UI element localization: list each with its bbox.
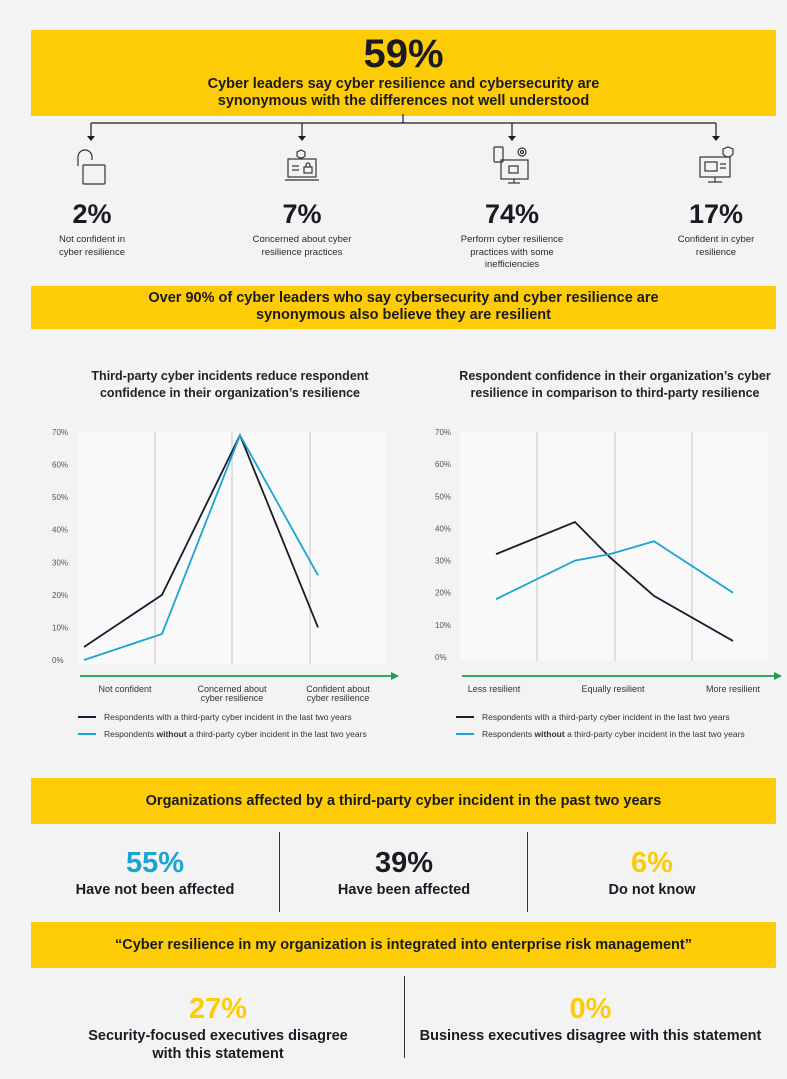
synonymous-banner: Over 90% of cyber leaders who say cybers… bbox=[31, 286, 776, 329]
headline-text: Cyber leaders say cyber resilience and c… bbox=[207, 76, 600, 109]
chart-2-legend-without: Respondents without a third-party cyber … bbox=[456, 729, 745, 739]
plot-area bbox=[460, 432, 768, 661]
legend-label-prefix: Respondents bbox=[482, 729, 533, 739]
chart-1-legend-without: Respondents without a third-party cyber … bbox=[78, 729, 367, 739]
legend-label-suffix: a third-party cyber incident in the last… bbox=[189, 729, 367, 739]
series-line-with-incident bbox=[83, 433, 319, 648]
stat-percentage: 74% bbox=[484, 199, 540, 229]
y-tick-label: 30% bbox=[435, 557, 451, 566]
y-tick-label: 30% bbox=[52, 558, 68, 567]
stat-label: Perform cyber resilience practices with … bbox=[460, 234, 564, 270]
headline-percentage: 59% bbox=[363, 32, 444, 76]
chart-2-title: Respondent confidence in their organizat… bbox=[459, 369, 771, 400]
affected-title: Organizations affected by a third-party … bbox=[145, 793, 662, 809]
y-tick-label: 0% bbox=[435, 653, 447, 662]
chart-2: 70% 60% 50% 40% 30% 20% 10% 0% Less resilient Equ… bbox=[435, 428, 782, 694]
chart-1-legend-with: Respondents with a third-party cyber inc… bbox=[78, 712, 352, 722]
legend-label-suffix: a third-party cyber incident in the last… bbox=[567, 729, 745, 739]
monitor-shield-icon bbox=[699, 146, 734, 183]
erm-stat-security: 27% Security-focused executives disagree… bbox=[31, 993, 405, 1063]
stat-label: Confident in cyber resilience bbox=[677, 234, 755, 258]
legend-label-bold: without bbox=[156, 729, 187, 739]
legend-label-prefix: Respondents bbox=[104, 729, 155, 739]
y-tick-label: 50% bbox=[435, 492, 451, 501]
erm-banner: “Cyber resilience in my organization is … bbox=[31, 922, 776, 968]
x-category-label: More resilient bbox=[706, 684, 761, 694]
x-category-label: Not confident bbox=[98, 684, 152, 694]
x-category-label: Equally resilient bbox=[581, 684, 645, 694]
legend-swatch-blue bbox=[78, 733, 96, 735]
legend-swatch-blue bbox=[456, 733, 474, 735]
divider bbox=[527, 832, 528, 912]
y-tick-label: 20% bbox=[435, 589, 451, 598]
series-line-without-incident bbox=[83, 433, 319, 661]
stat-inefficiencies: 74% Perform cyber resilience practices w… bbox=[437, 145, 587, 272]
stat-confident: 17% Confident in cyber resilience bbox=[641, 145, 787, 259]
affected-banner: Organizations affected by a third-party … bbox=[31, 778, 776, 824]
connector-lines bbox=[87, 114, 720, 141]
x-category-label: Concerned about cyber resilience bbox=[197, 684, 267, 703]
chart-1-title: Third-party cyber incidents reduce respo… bbox=[91, 369, 369, 400]
x-axis-arrowhead bbox=[774, 672, 782, 680]
x-axis-arrowhead bbox=[391, 672, 399, 680]
stat-percentage: 55% bbox=[125, 847, 185, 879]
affected-stat-not: 55% Have not been affected bbox=[31, 847, 279, 899]
x-category-label: Confident about cyber resilience bbox=[306, 684, 370, 703]
stat-percentage: 0% bbox=[569, 993, 612, 1025]
erm-stat-business: 0% Business executives disagree with thi… bbox=[405, 993, 776, 1045]
y-tick-label: 20% bbox=[52, 591, 68, 600]
stat-percentage: 7% bbox=[282, 199, 322, 229]
y-tick-label: 70% bbox=[52, 428, 68, 437]
y-tick-label: 60% bbox=[435, 460, 451, 469]
y-tick-label: 40% bbox=[52, 526, 68, 535]
affected-stat-unknown: 6% Do not know bbox=[528, 847, 776, 899]
stat-percentage: 27% bbox=[188, 993, 248, 1025]
y-tick-label: 0% bbox=[52, 656, 64, 665]
stat-not-confident: 2% Not confident in cyber resilience bbox=[17, 145, 167, 259]
series-line-without-incident bbox=[495, 540, 734, 600]
legend-swatch-dark bbox=[456, 716, 474, 718]
stat-label: Have not been affected bbox=[75, 882, 235, 898]
stat-label: Concerned about cyber resilience practic… bbox=[252, 234, 352, 258]
headline-banner: 59% Cyber leaders say cyber resilience a… bbox=[31, 30, 776, 116]
stat-percentage: 17% bbox=[688, 199, 744, 229]
chart-2-legend-with: Respondents with a third-party cyber inc… bbox=[456, 712, 730, 722]
y-tick-label: 10% bbox=[52, 623, 68, 632]
divider bbox=[279, 832, 280, 912]
stat-label: Business executives disagree with this s… bbox=[419, 1028, 762, 1044]
chart-1: 70% 60% 50% 40% 30% 20% 10% 0% Not confident Conc… bbox=[52, 428, 399, 703]
laptop-shield-icon bbox=[285, 149, 319, 181]
divider bbox=[404, 976, 405, 1058]
stat-percentage: 39% bbox=[374, 847, 434, 879]
padlock-open-icon bbox=[77, 149, 106, 185]
stat-label: Not confident in cyber resilience bbox=[58, 234, 125, 258]
legend-label: Respondents with a third-party cyber inc… bbox=[104, 712, 352, 722]
stat-label: Do not know bbox=[608, 882, 696, 898]
devices-gear-icon bbox=[493, 146, 529, 184]
y-tick-label: 10% bbox=[435, 621, 451, 630]
stat-label: Security-focused executives disagree wit… bbox=[88, 1028, 348, 1062]
y-tick-label: 60% bbox=[52, 461, 68, 470]
stat-percentage: 2% bbox=[72, 199, 112, 229]
stat-label: Have been affected bbox=[337, 882, 471, 898]
synonymous-text: Over 90% of cyber leaders who say cybers… bbox=[148, 290, 659, 323]
legend-label: Respondents with a third-party cyber inc… bbox=[482, 712, 730, 722]
legend-label-bold: without bbox=[534, 729, 565, 739]
legend-swatch-dark bbox=[78, 716, 96, 718]
x-category-label: Less resilient bbox=[468, 684, 521, 694]
erm-title: “Cyber resilience in my organization is … bbox=[115, 937, 692, 953]
series-line-with-incident bbox=[495, 520, 734, 642]
affected-stat-yes: 39% Have been affected bbox=[280, 847, 528, 899]
stat-concerned: 7% Concerned about cyber resilience prac… bbox=[227, 145, 377, 259]
y-tick-label: 50% bbox=[52, 493, 68, 502]
y-tick-label: 70% bbox=[435, 428, 451, 437]
stat-percentage: 6% bbox=[631, 847, 673, 879]
y-tick-label: 40% bbox=[435, 524, 451, 533]
